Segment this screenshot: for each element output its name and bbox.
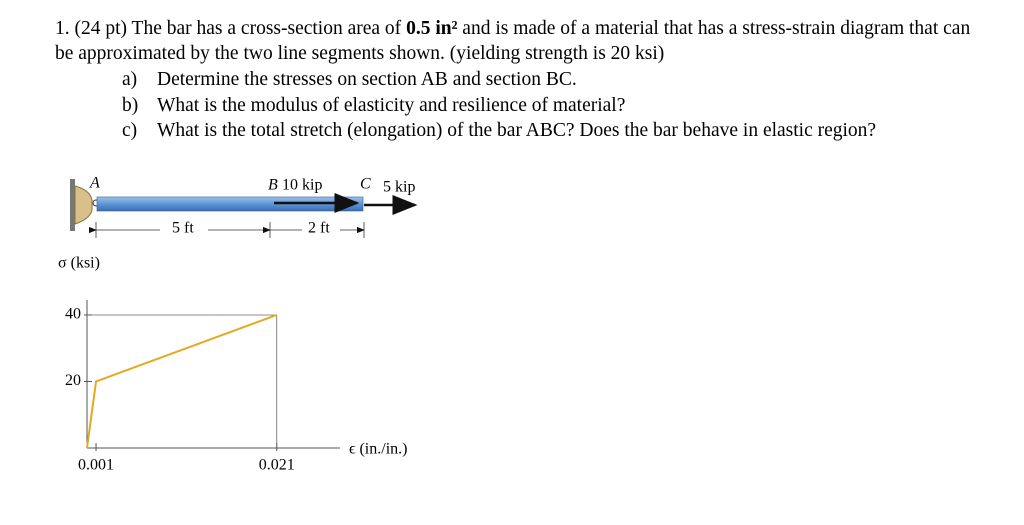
item-text: Determine the stresses on section AB and…	[157, 69, 577, 90]
dimension-label: 5 ft	[172, 220, 194, 237]
stress-strain-graph: 20 40 0.001 0.021	[65, 300, 340, 474]
x-axis-label: ϵ (in./in.)	[349, 441, 407, 458]
item-text: What is the total stretch (elongation) o…	[157, 120, 877, 141]
item-list: a) Determine the stresses on section AB a…	[122, 67, 876, 144]
y-tick-label: 20	[65, 372, 81, 389]
y-axis-label: σ (ksi)	[58, 255, 100, 272]
item: a) Determine the stresses on section AB a…	[122, 67, 876, 93]
item-text: What is the modulus of elasticity and re…	[157, 94, 626, 116]
item-label: a)	[122, 69, 138, 90]
item-label: c)	[122, 120, 138, 141]
point-label: C	[360, 176, 371, 193]
bar	[96, 196, 364, 212]
load-label: 5 kip	[383, 179, 415, 196]
item: b) What is the modulus of elasticity and …	[122, 93, 876, 119]
problem-intro: 1. (24 pt) The bar has a cross-section a…	[55, 18, 402, 39]
item: c) What is the total stretch (elongation)…	[122, 118, 876, 144]
dimension-lines	[88, 222, 365, 238]
stress-strain-line	[86, 314, 278, 449]
item-label: b)	[122, 94, 139, 116]
support	[74, 185, 93, 225]
y-tick-label: 40	[65, 306, 81, 323]
point-label: B	[268, 177, 278, 194]
problem-statement: 1. (24 pt) The bar has a cross-section a…	[55, 16, 975, 66]
x-tick-label: 0.021	[259, 457, 295, 474]
problem-rest: and is made of a material that has a str…	[55, 18, 971, 64]
load-label: 10 kip	[282, 177, 322, 194]
point-label: A	[89, 175, 100, 192]
x-tick-label: 0.001	[78, 457, 114, 474]
wall	[70, 179, 75, 231]
dimension-label: 2 ft	[308, 220, 330, 237]
area: 0.5 in²	[406, 18, 458, 39]
